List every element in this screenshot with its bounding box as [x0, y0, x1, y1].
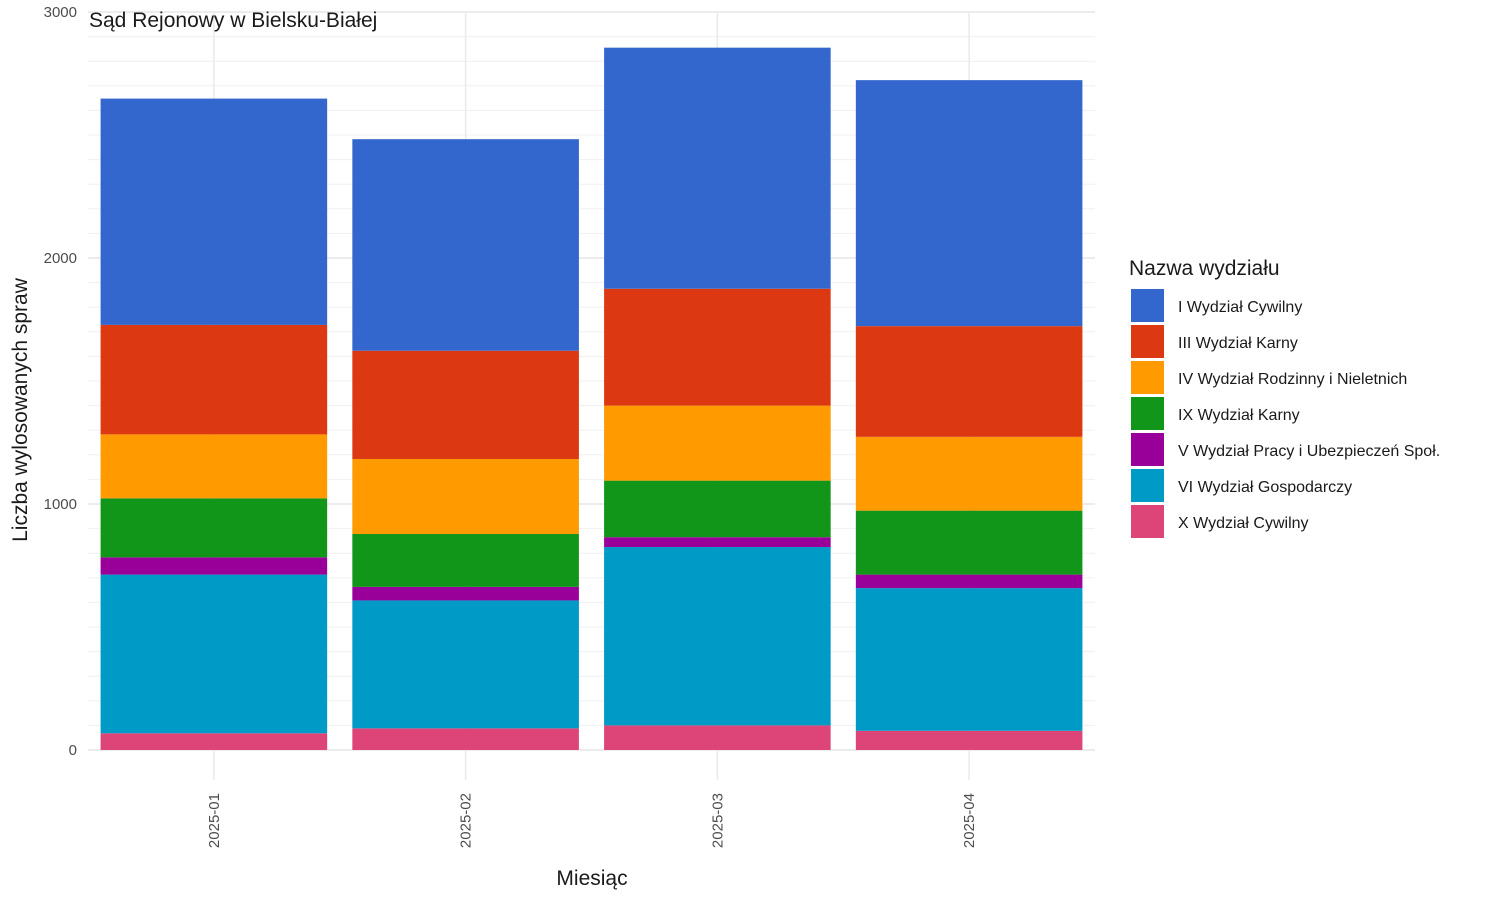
legend: Nazwa wydziału I Wydział Cywilny III Wydz…	[1129, 257, 1440, 538]
legend-label: VI Wydział Gospodarczy	[1178, 479, 1352, 496]
bar-segment	[604, 47, 831, 289]
bar-segment	[604, 725, 831, 750]
y-tick-label: 0	[69, 742, 77, 759]
legend-label: III Wydział Karny	[1178, 335, 1298, 352]
bar-segment	[100, 98, 328, 325]
x-axis-title: Miesiąc	[556, 867, 627, 890]
bar-segment	[855, 574, 1083, 589]
bar-segment	[604, 537, 831, 548]
bar-segment	[855, 326, 1083, 437]
bar-segment	[604, 547, 831, 726]
bar-segment	[100, 574, 328, 734]
bar-segment	[604, 288, 831, 406]
bar-segment	[352, 534, 579, 587]
bar-segment	[100, 434, 328, 499]
bar-segment	[855, 730, 1083, 750]
chart-title: Sąd Rejonowy w Bielsku-Białej	[89, 9, 377, 32]
bar-segment	[352, 586, 579, 601]
bar-segment	[100, 324, 328, 435]
bar-segment	[855, 436, 1083, 511]
legend-title: Nazwa wydziału	[1129, 257, 1280, 280]
x-tick-label: 2025-01	[206, 793, 223, 848]
legend-swatch	[1131, 397, 1164, 430]
bar-segment	[352, 139, 579, 351]
bars	[100, 47, 1083, 750]
y-tick-label: 2000	[44, 250, 77, 267]
bar-segment	[604, 480, 831, 538]
legend-swatch	[1131, 325, 1164, 358]
bar-segment	[352, 600, 579, 729]
bar-segment	[352, 728, 579, 750]
bar-segment	[100, 498, 328, 558]
x-axis-ticks: 2025-01 2025-02 2025-03 2025-04	[206, 793, 978, 848]
x-tick-label: 2025-03	[709, 793, 726, 848]
x-tick-label: 2025-02	[458, 793, 475, 848]
legend-label: IV Wydział Rodzinny i Nieletnich	[1178, 371, 1407, 388]
bar-segment	[100, 733, 328, 750]
bar-segment	[100, 557, 328, 575]
bar-segment	[855, 80, 1083, 327]
legend-label: I Wydział Cywilny	[1178, 299, 1302, 316]
legend-label: IX Wydział Karny	[1178, 407, 1300, 424]
bar-segment	[604, 405, 831, 481]
bar-segment	[352, 458, 579, 535]
legend-label: V Wydział Pracy i Ubezpieczeń Społ.	[1178, 443, 1440, 460]
legend-swatch	[1131, 361, 1164, 394]
y-tick-label: 3000	[44, 4, 77, 21]
y-axis-title: Liczba wylosowanych spraw	[9, 277, 32, 542]
bar-segment	[855, 588, 1083, 731]
bar-segment	[855, 510, 1083, 575]
legend-swatch	[1131, 469, 1164, 502]
bar-segment	[352, 350, 579, 459]
legend-swatch	[1131, 289, 1164, 322]
legend-swatch	[1131, 505, 1164, 538]
legend-swatch	[1131, 433, 1164, 466]
y-axis-ticks: 0 1000 2000 3000	[44, 4, 77, 759]
legend-label: X Wydział Cywilny	[1178, 515, 1309, 532]
y-tick-label: 1000	[44, 496, 77, 513]
x-tick-label: 2025-04	[961, 793, 978, 848]
